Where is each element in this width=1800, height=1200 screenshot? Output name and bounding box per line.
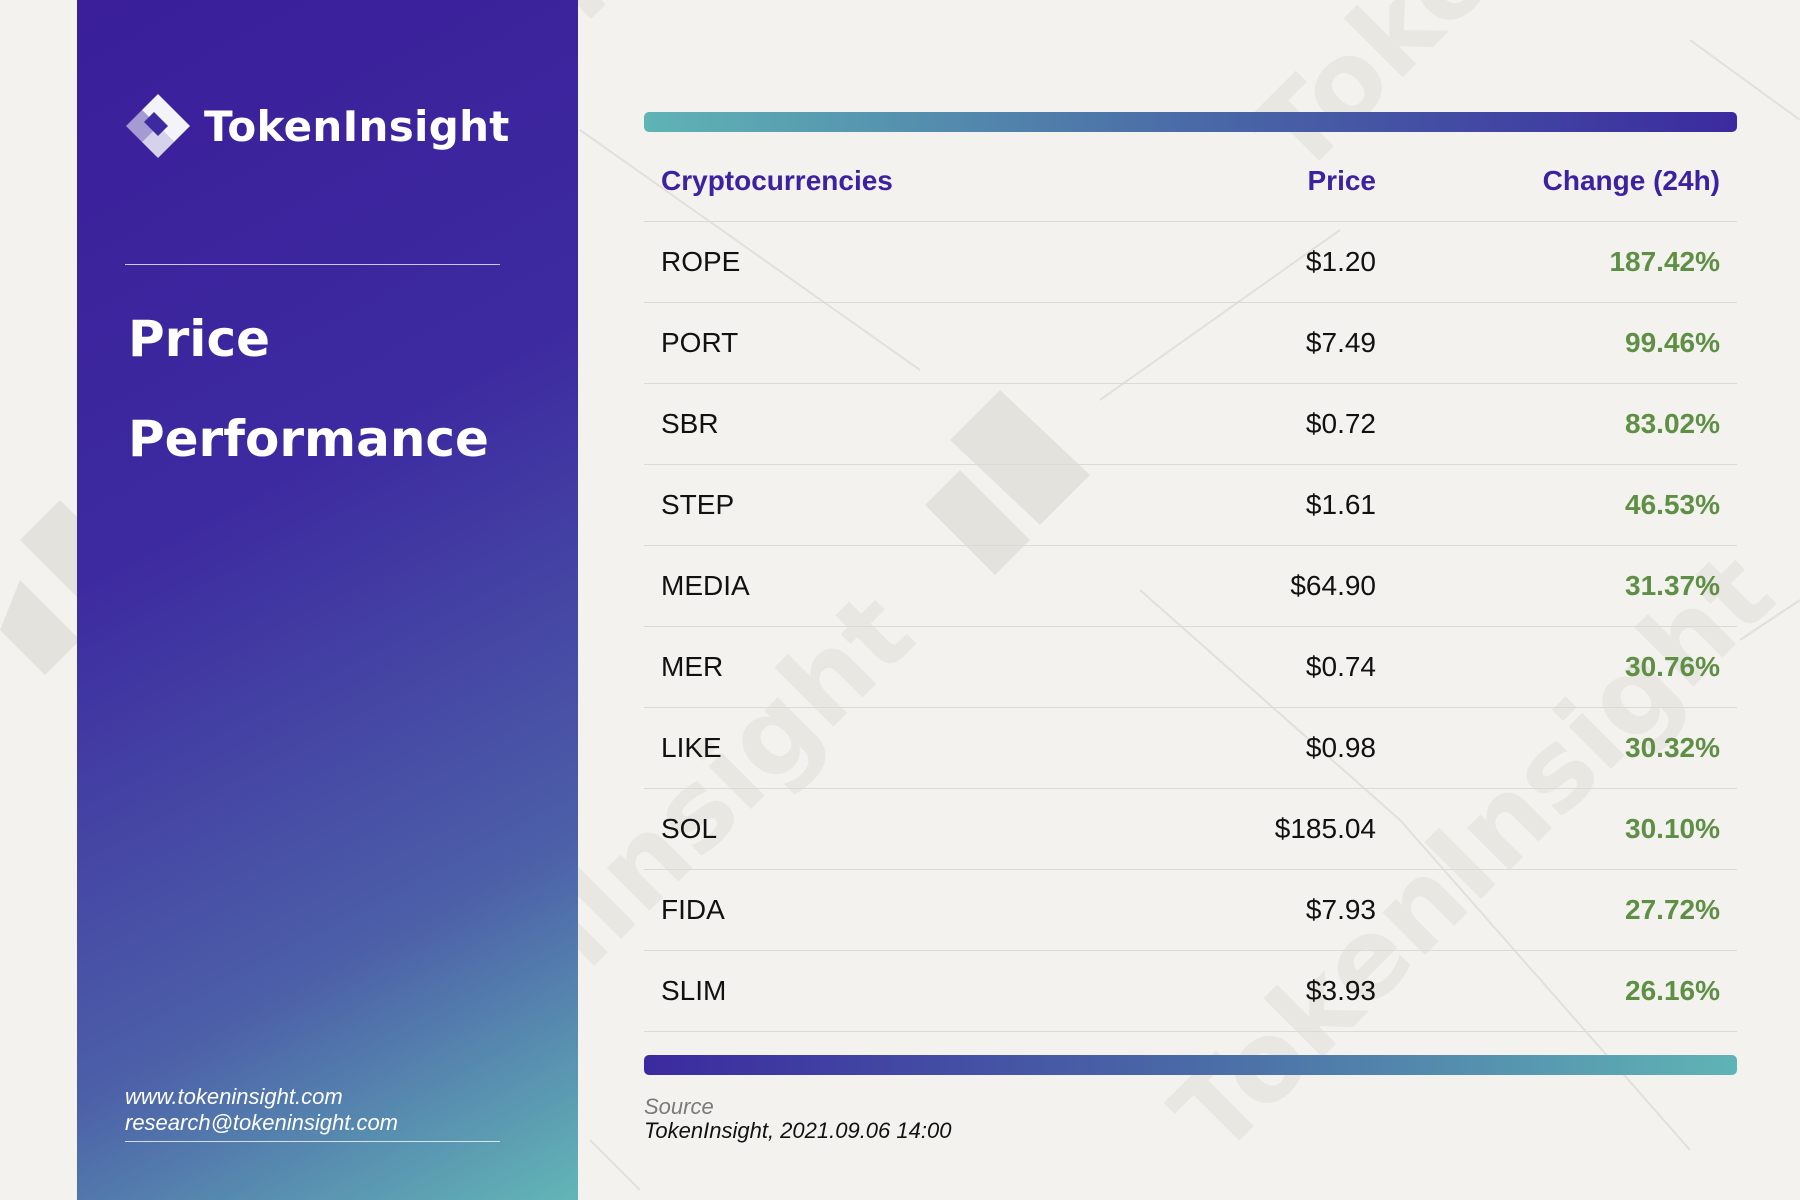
crypto-price: $0.74 [1305,651,1376,682]
crypto-change: 30.76% [1625,651,1720,682]
page-title-line-1: Price [128,310,270,368]
crypto-name: SOL [661,813,718,844]
crypto-name: PORT [661,327,739,358]
price-performance-table: Cryptocurrencies Price Change (24h) ROPE… [644,141,1737,1032]
crypto-name: SLIM [661,975,727,1006]
table-header-row: Cryptocurrencies Price Change (24h) [644,141,1737,222]
table-row: MER $0.74 30.76% [644,627,1737,708]
column-header-price: Price [1307,165,1377,196]
website-link[interactable]: www.tokeninsight.com [125,1084,343,1109]
divider [125,1141,500,1142]
crypto-price: $64.90 [1290,570,1376,601]
table-row: FIDA $7.93 27.72% [644,870,1737,951]
table-row: PORT $7.49 99.46% [644,303,1737,384]
table-row: MEDIA $64.90 31.37% [644,546,1737,627]
tokeninsight-logo-icon [126,94,190,158]
crypto-name: MEDIA [661,570,750,601]
crypto-change: 30.10% [1625,813,1720,844]
crypto-price: $7.93 [1305,894,1376,925]
column-header-cryptocurrencies: Cryptocurrencies [661,165,893,196]
crypto-change: 99.46% [1625,327,1720,358]
crypto-change: 30.32% [1625,732,1720,763]
crypto-price: $0.98 [1305,732,1376,763]
crypto-change: 27.72% [1625,894,1720,925]
crypto-name: LIKE [661,732,722,763]
divider [125,264,500,265]
table-row: STEP $1.61 46.53% [644,465,1737,546]
brand: TokenInsight [124,92,510,160]
email-link[interactable]: research@tokeninsight.com [125,1110,399,1135]
table-row: SLIM $3.93 26.16% [644,951,1737,1032]
crypto-name: FIDA [661,894,725,925]
brand-name: TokenInsight [204,101,510,151]
crypto-price: $0.72 [1305,408,1376,439]
crypto-price: $7.49 [1305,327,1376,358]
crypto-name: SBR [661,408,719,439]
crypto-change: 187.42% [1609,246,1720,277]
header-gradient-bar [644,112,1737,132]
page-title-line-2: Performance [128,410,489,468]
table-row: LIKE $0.98 30.32% [644,708,1737,789]
crypto-price: $1.61 [1305,489,1376,520]
crypto-change: 83.02% [1625,408,1720,439]
crypto-change: 46.53% [1625,489,1720,520]
crypto-price: $1.20 [1305,246,1376,277]
table-row: SOL $185.04 30.10% [644,789,1737,870]
table-row: SBR $0.72 83.02% [644,384,1737,465]
crypto-price: $185.04 [1274,813,1376,844]
crypto-name: MER [661,651,724,682]
source-text: TokenInsight, 2021.09.06 14:00 [644,1118,952,1143]
footer-gradient-bar [644,1055,1737,1075]
crypto-price: $3.93 [1305,975,1376,1006]
crypto-change: 31.37% [1625,570,1720,601]
source-label: Source [644,1094,714,1119]
column-header-change: Change (24h) [1542,165,1720,196]
crypto-name: ROPE [661,246,741,277]
crypto-change: 26.16% [1625,975,1720,1006]
crypto-name: STEP [661,489,735,520]
table-row: ROPE $1.20 187.42% [644,222,1737,303]
sidebar-panel: TokenInsight Price Performance www.token… [77,0,578,1200]
